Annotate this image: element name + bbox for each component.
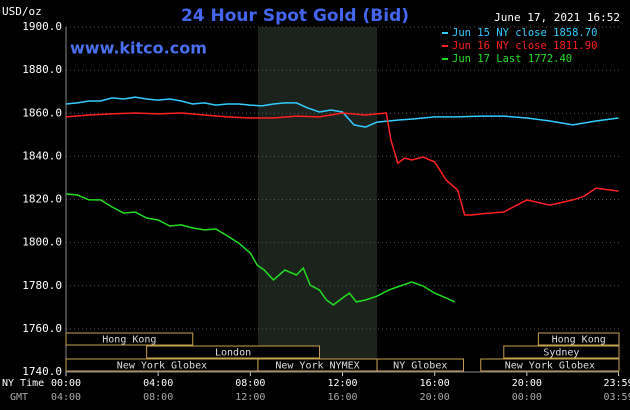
y-tick-label: 1740.0	[22, 365, 62, 378]
x2-axis-label: GMT	[10, 392, 28, 403]
shaded-region	[257, 27, 378, 372]
series-line	[65, 112, 619, 216]
y-tick-label: 1760.0	[22, 322, 62, 335]
x-tick-label: 23:59	[603, 378, 630, 389]
session-bar	[503, 345, 620, 359]
x2-tick-label: 08:00	[143, 392, 173, 403]
y-tick-label: 1800.0	[22, 236, 62, 249]
y-tick-label: 1880.0	[22, 63, 62, 76]
y-axis-label: USD/oz	[2, 5, 42, 18]
x2-tick-label: 03:59	[603, 392, 630, 403]
session-label: Sydney	[543, 348, 579, 359]
y-tick-label: 1820.0	[22, 193, 62, 206]
x2-tick-label: 04:00	[51, 392, 81, 403]
session-bar	[65, 332, 194, 346]
y-tick-label: 1840.0	[22, 149, 62, 162]
source: www.kitco.com	[70, 39, 207, 58]
x-tick-label: 00:00	[51, 378, 81, 389]
y-tick-label: 1780.0	[22, 279, 62, 292]
session-label: New York Globex	[117, 361, 207, 372]
session-label: New York NYMEX	[275, 361, 359, 372]
x2-tick-label: 16:00	[327, 392, 357, 403]
y-tick-label: 1900.0	[22, 20, 62, 33]
session-label: London	[215, 348, 251, 359]
session-label: Hong Kong	[552, 335, 606, 346]
x2-tick-label: 00:00	[512, 392, 542, 403]
session-bar	[146, 345, 320, 359]
session-label: NY Globex	[393, 361, 447, 372]
legend-label: Jun 16 NY close 1811.90	[452, 40, 597, 52]
session-label: Hong Kong	[102, 335, 156, 346]
session-bar	[480, 358, 620, 372]
x2-tick-label: 12:00	[235, 392, 265, 403]
x2-tick-label: 20:00	[420, 392, 450, 403]
session-label: New York Globex	[505, 361, 595, 372]
timestamp: June 17, 2021 16:52	[494, 11, 620, 24]
series-line	[65, 193, 456, 306]
x-tick-label: 16:00	[420, 378, 450, 389]
legend-label: Jun 17 Last 1772.40	[452, 53, 572, 65]
legend-label: Jun 15 NY close 1858.70	[452, 27, 597, 39]
x-tick-label: 08:00	[235, 378, 265, 389]
x-tick-label: 20:00	[512, 378, 542, 389]
chart-title: 24 Hour Spot Gold (Bid)	[181, 6, 409, 26]
x-tick-label: 04:00	[143, 378, 173, 389]
x-tick-label: 12:00	[327, 378, 357, 389]
session-bar	[537, 332, 620, 346]
x-axis-label: NY Time	[2, 378, 44, 389]
session-bar	[376, 358, 464, 372]
y-tick-label: 1860.0	[22, 106, 62, 119]
series-line	[65, 96, 619, 128]
